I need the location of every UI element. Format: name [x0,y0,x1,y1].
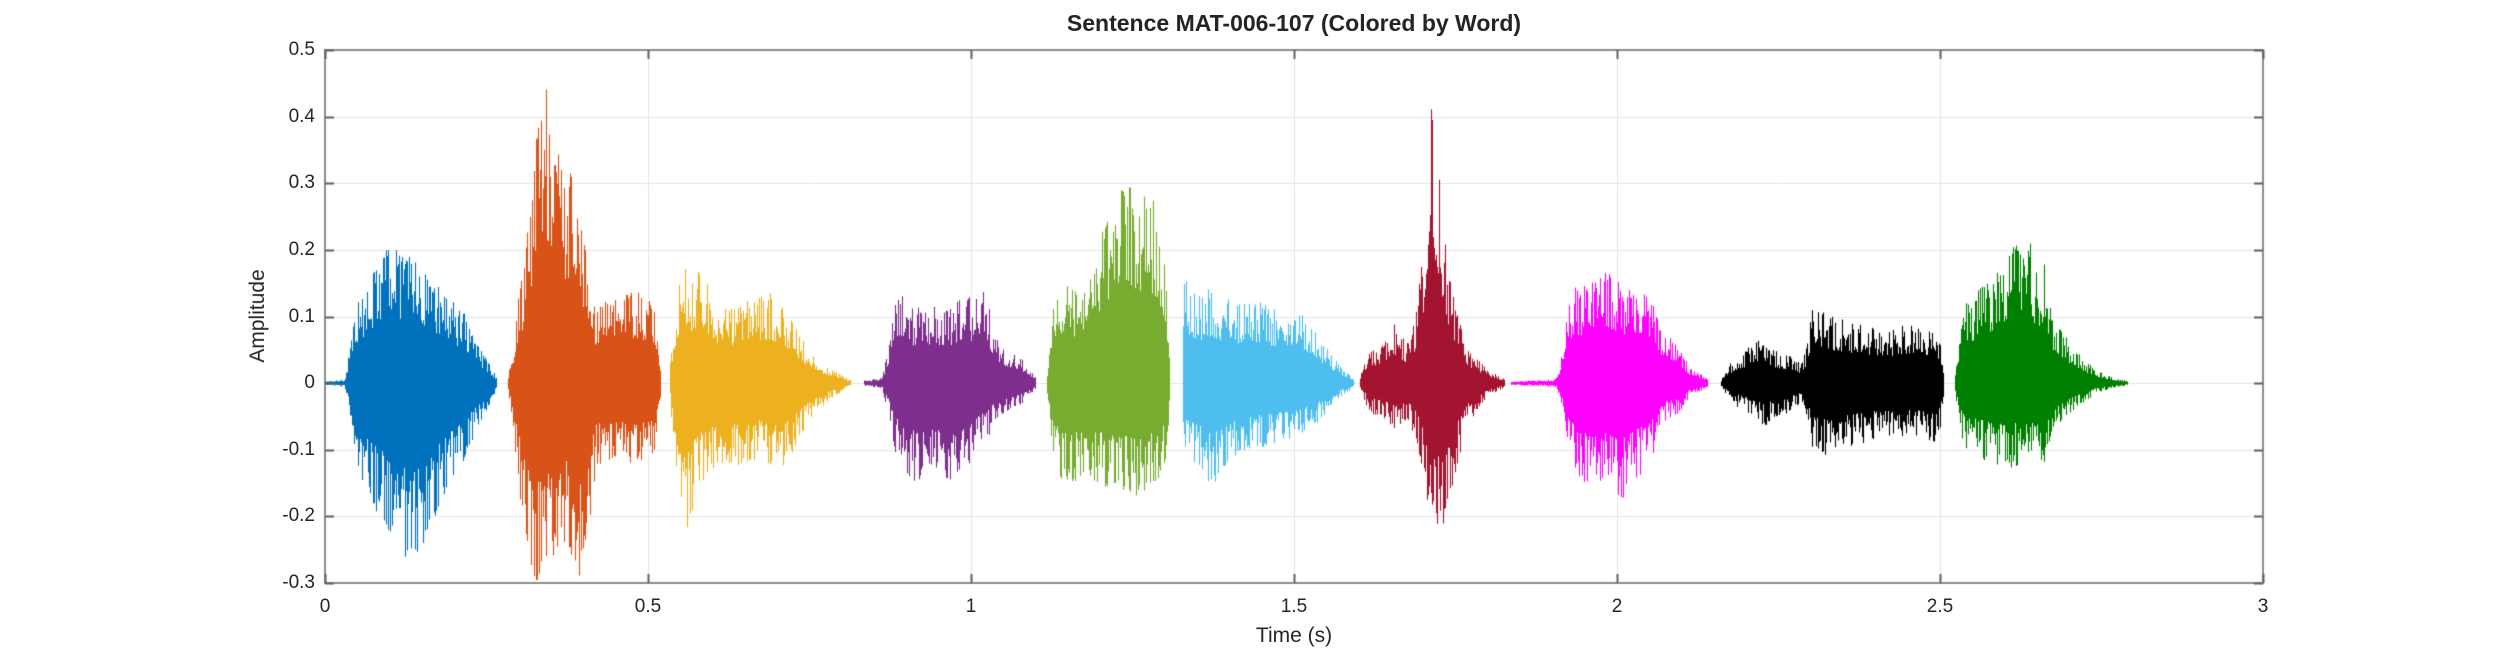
x-tick-label: 1.5 [1280,596,1308,617]
x-axis-label: Time (s) [1255,624,1333,647]
y-tick-label: 0 [304,372,315,394]
x-tick-label: 2.5 [1926,596,1954,617]
y-tick-label: 0.5 [288,39,315,60]
y-tick-label: 0.4 [288,105,315,127]
x-tick-label: 0.5 [634,596,662,617]
y-tick-label: -0.2 [282,505,315,527]
y-tick-label: 0.3 [288,172,315,194]
y-tick-label: 0.1 [288,305,315,327]
chart-title: Sentence MAT-006-107 (Colored by Word) [1066,10,1522,36]
x-tick-label: 3 [2257,596,2269,617]
x-tick-label: 2 [1611,596,1623,617]
y-tick-label: 0.2 [288,238,315,260]
y-tick-label: -0.1 [282,438,315,460]
x-tick-label: 1 [965,596,977,617]
x-tick-label: 0 [319,596,331,617]
y-tick-label: -0.3 [282,572,315,593]
